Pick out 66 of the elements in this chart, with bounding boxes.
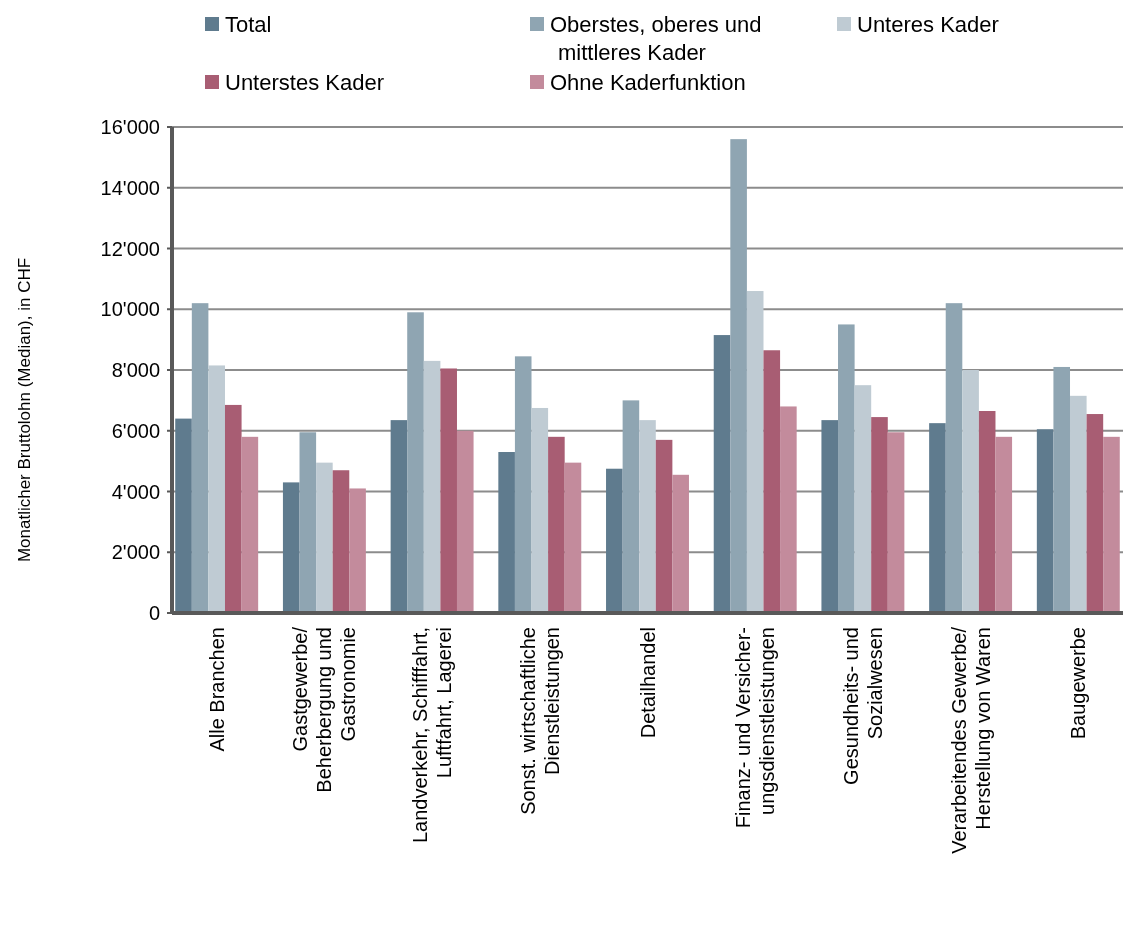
bar [672,474,689,613]
bar [622,400,640,613]
legend-label: Unteres Kader [857,11,999,37]
bar [456,430,474,613]
bar [299,432,317,613]
bar [713,335,731,613]
bar [730,139,747,613]
bar [962,370,979,613]
bar [1086,414,1104,613]
bar [349,488,366,613]
bar [887,432,905,613]
bar [780,406,797,613]
legend-label: Total [225,11,272,37]
y-axis-title: Monatlicher Bruttolohn (Median), in CHF [15,257,34,563]
x-tick-label: Finanz- und Versicher- ungsdienstleistungen [732,627,779,829]
x-tick-label: Baugewerbe [1067,627,1090,740]
y-tick-label: 8'000 [111,359,160,381]
bar [655,439,673,613]
bar [423,360,441,613]
y-tick-label: 12'000 [100,237,160,260]
bar [1103,436,1120,613]
y-tick-label: 14'000 [100,176,160,199]
bar [282,482,300,613]
bar [606,468,623,613]
y-tick-label: 10'000 [100,298,160,321]
bar [224,404,242,613]
y-tick-label: 16'000 [100,116,160,138]
bar [548,436,565,613]
bar [564,462,582,613]
y-tick-label: 2'000 [111,541,160,564]
x-tick-label: Gastgewerbe/ Beherbergung und Gastronomie [289,626,360,793]
bar [390,420,408,613]
bar [531,407,549,613]
bar [945,303,963,613]
bar [838,324,855,613]
bar [316,462,333,613]
bar [241,436,259,613]
bar [1053,366,1071,613]
y-tick-label: 0 [148,602,160,624]
bar [1036,429,1054,613]
bar [978,411,996,613]
y-tick-label: 4'000 [111,480,160,503]
bar [763,350,781,613]
legend-label: Oberstes, oberes und mittleres Kader [550,11,762,65]
bar [514,356,532,613]
bar [1070,395,1087,613]
bar [929,423,946,613]
x-tick-label: Alle Branchen [205,627,228,752]
x-tick-label: Sonst. wirtschaftliche Dienstleistungen [516,627,563,815]
bar [854,385,872,613]
bar [191,303,209,613]
bar [995,436,1013,613]
y-tick-label: 6'000 [111,419,160,442]
legend-label: Unterstes Kader [225,69,384,95]
legend-label: Ohne Kaderfunktion [550,69,746,95]
bar [332,470,350,613]
bar [208,365,225,613]
x-tick-label: Detailhandel [636,627,659,739]
bar [407,312,424,613]
bar [821,420,839,613]
bar [871,417,888,613]
bar [746,291,764,613]
bar [440,368,457,613]
bar [639,420,656,613]
x-tick-label: Landverkehr, Schifffahrt, Luftfahrt, Lagerei [409,627,456,844]
bar [498,452,515,613]
